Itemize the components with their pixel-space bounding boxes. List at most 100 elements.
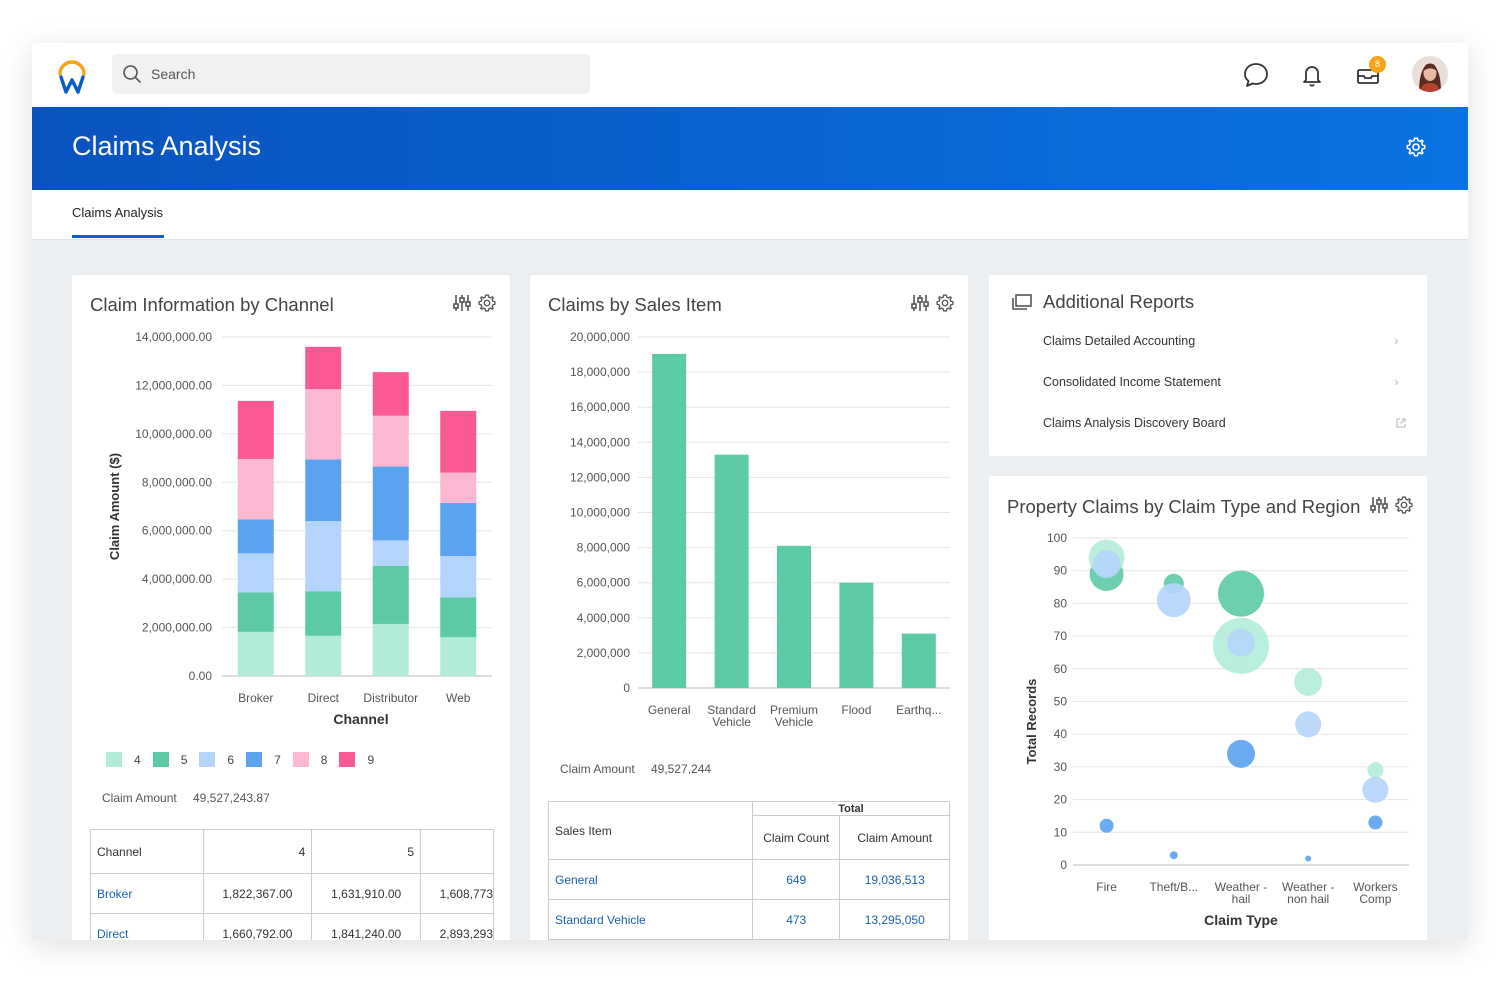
notifications-bell-icon[interactable] (1298, 61, 1326, 89)
reports-windows-icon (1012, 294, 1032, 310)
y-tick-label: 40 (1054, 727, 1068, 741)
search-input[interactable]: Search (112, 54, 590, 94)
tab-claims-analysis[interactable]: Claims Analysis (72, 205, 164, 220)
bubble-point (1092, 550, 1121, 579)
x-tick-label: Theft/B... (1149, 880, 1198, 894)
chat-icon[interactable] (1242, 61, 1270, 89)
bubble-point (1294, 667, 1323, 696)
bubble-point (1368, 815, 1383, 830)
bar-segment (305, 346, 342, 390)
legend-swatch (106, 752, 122, 767)
legend-item[interactable]: 7 (246, 752, 281, 767)
legend-item[interactable]: 4 (106, 752, 141, 767)
y-tick-label: 2,000,000.00 (142, 621, 212, 635)
claim-count-link[interactable]: 473 (752, 899, 841, 940)
legend-label: 4 (134, 752, 141, 767)
card-title: Claims by Sales Item (548, 294, 722, 315)
y-tick-label: 4,000,000.00 (142, 572, 212, 586)
card-settings-gear-icon[interactable] (477, 293, 497, 313)
y-axis-title: Claim Amount ($) (107, 453, 122, 560)
claim-amount-link[interactable]: 13,295,050 (839, 899, 950, 940)
legend-label: 6 (227, 752, 235, 767)
column-header-5: 5 (311, 829, 422, 874)
bubble-point (1227, 628, 1255, 657)
claim-amount-stacked-bar-chart: 0.00 2,000,000.00 4,000,000.00 6,000,000.00… (107, 330, 492, 727)
bar-segment (305, 459, 342, 522)
x-tick-label: Fire (1096, 880, 1117, 894)
card-settings-gear-icon[interactable] (1394, 495, 1414, 515)
bar-segment (305, 521, 342, 592)
report-link-discovery-board[interactable]: Claims Analysis Discovery Board (1043, 416, 1226, 430)
summary-value-link[interactable]: 49,527,244 (651, 762, 712, 776)
x-tick-label: hail (1232, 892, 1251, 906)
legend-item[interactable]: 8 (292, 752, 328, 767)
x-tick-label: Direct (308, 691, 340, 705)
legend-swatch (152, 752, 169, 767)
y-tick-label: 60 (1054, 662, 1068, 676)
claims-by-sales-item-card: Claims by Sales Item 0 2,000,000 4,000,000… (530, 275, 968, 940)
user-avatar[interactable] (1412, 56, 1448, 92)
x-tick-label: Comp (1359, 892, 1391, 906)
y-tick-label: 0 (623, 681, 630, 695)
claim-amount-link[interactable]: 19,036,513 (839, 859, 950, 900)
bar-segment (372, 540, 409, 566)
card-title: Additional Reports (1043, 291, 1195, 312)
workday-logo[interactable] (56, 58, 88, 94)
filter-sliders-icon[interactable] (1369, 495, 1389, 515)
legend-item[interactable]: 9 (339, 752, 374, 767)
table-row: General 649 19,036,513 (547, 859, 950, 900)
claim-count-link[interactable]: 649 (752, 859, 841, 900)
sales-item-link[interactable]: General (547, 859, 754, 900)
channel-link[interactable]: Direct (90, 913, 204, 940)
y-tick-label: 6,000,000.00 (142, 524, 212, 538)
card-title: Property Claims by Claim Type and Region (1007, 496, 1361, 517)
bubble-point (1227, 739, 1255, 768)
cell-value: 2,893,293 (420, 913, 494, 940)
bar-segment (440, 410, 477, 473)
sales-item-link[interactable]: Standard Vehicle (547, 899, 754, 940)
channel-table: Channel 4 5 Broker 1,822,367.00 1,631,91… (90, 829, 494, 940)
legend-label: 8 (320, 752, 328, 767)
channel-link[interactable]: Broker (90, 873, 204, 914)
x-tick-label: Weather - (1282, 880, 1334, 894)
inbox-icon[interactable] (1354, 61, 1382, 89)
claim-info-by-channel-card: Claim Information by Channel 0.00 2,000,0… (72, 275, 510, 940)
bar-segment (237, 400, 274, 459)
bar-segment (440, 597, 477, 638)
legend-label: 9 (367, 752, 375, 767)
y-tick-label: 6,000,000 (577, 576, 631, 590)
y-tick-label: 4,000,000 (577, 611, 631, 625)
card-settings-gear-icon[interactable] (935, 293, 955, 313)
y-tick-label: 2,000,000 (577, 646, 631, 660)
bar-segment (305, 389, 342, 460)
bubble-point (1367, 762, 1384, 779)
legend-item[interactable]: 6 (199, 752, 234, 767)
column-header-6 (420, 829, 494, 874)
filter-sliders-icon[interactable] (452, 293, 472, 313)
summary-value-link[interactable]: 49,527,243.87 (193, 791, 270, 805)
x-axis-title: Channel (333, 711, 388, 727)
table-row: Standard Vehicle 473 13,295,050 (547, 899, 950, 940)
bubble-point (1305, 855, 1312, 862)
sales-item-table: Sales Item Total Claim Count Claim Amoun… (547, 801, 950, 940)
property-claims-bubble-chart: 0 10 20 30 40 50 60 70 80 90 100 Fire Theft/B... Weat… (1024, 531, 1409, 928)
settings-gear-icon[interactable] (1405, 136, 1427, 158)
column-group-total: Total (752, 801, 950, 816)
page-header-banner: Claims Analysis (32, 107, 1468, 190)
y-tick-label: 30 (1054, 760, 1068, 774)
x-tick-label: General (648, 703, 691, 717)
y-tick-label: 8,000,000 (577, 541, 631, 555)
legend-label: 5 (180, 752, 188, 767)
legend-item[interactable]: 5 (152, 752, 188, 767)
legend-swatch (199, 752, 216, 767)
y-tick-label: 0 (1060, 858, 1067, 872)
cell-value: 1,631,910.00 (311, 873, 422, 914)
y-tick-label: 80 (1054, 596, 1068, 610)
filter-sliders-icon[interactable] (910, 293, 930, 313)
tab-bar: Claims Analysis (32, 190, 1468, 240)
report-link-consolidated-income-statement[interactable]: Consolidated Income Statement (1043, 375, 1221, 389)
bar-segment (440, 637, 477, 676)
report-link-claims-detailed-accounting[interactable]: Claims Detailed Accounting (1043, 334, 1196, 348)
additional-reports-card: Additional Reports Claims Detailed Accou… (989, 275, 1427, 456)
bubble-point (1099, 818, 1114, 833)
